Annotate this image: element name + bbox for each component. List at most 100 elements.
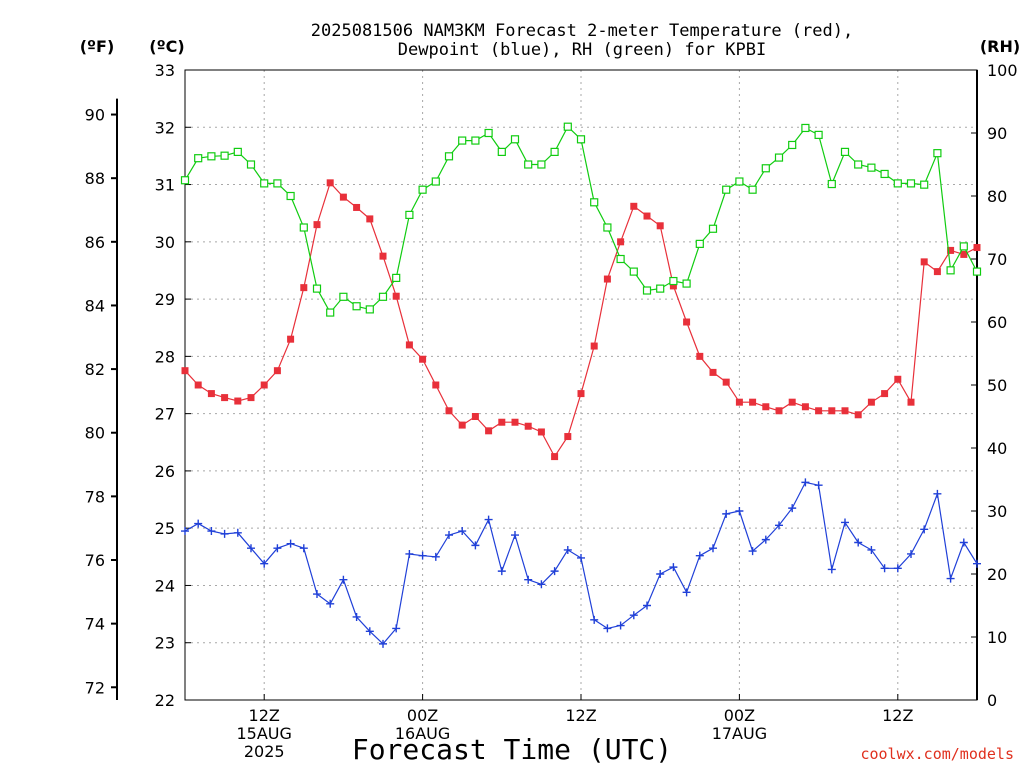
temperature-point (775, 407, 783, 415)
temperature-point (749, 398, 757, 406)
fahrenheit-tick-label: 86 (85, 233, 105, 252)
rh-point (933, 149, 942, 158)
fahrenheit-tick-label: 74 (85, 615, 105, 634)
dewpoint-point (616, 621, 625, 630)
rh-point (814, 130, 823, 139)
rh-tick-label: 20 (987, 565, 1007, 584)
temperature-point (287, 335, 295, 343)
rh-point (576, 135, 586, 144)
rh-point (708, 224, 718, 233)
temperature-point (379, 252, 387, 260)
temperature-point (683, 318, 691, 326)
dewpoint-point (550, 567, 559, 576)
temperature-point (947, 246, 955, 254)
x-tick-label: 2025 (244, 742, 285, 761)
temperature-series (181, 179, 981, 461)
dewpoint-point (682, 588, 691, 597)
temperature-point (181, 367, 189, 375)
rh-tick-label: 0 (987, 691, 997, 710)
dewpoint-point (299, 544, 308, 553)
rh-point (510, 135, 520, 144)
dewpoint-point (352, 612, 361, 621)
rh-point (550, 147, 559, 156)
temperature-point (313, 221, 321, 229)
rh-point (801, 123, 810, 133)
rh-point (827, 179, 836, 189)
dewpoint-point (643, 601, 651, 610)
rh-point (444, 152, 454, 161)
celsius-tick-label: 29 (155, 290, 175, 309)
rh-point (748, 185, 757, 194)
temperature-point (445, 407, 453, 415)
rh-point (352, 302, 361, 311)
temperature-point (577, 390, 585, 398)
temperature-point (801, 403, 809, 411)
temperature-point (234, 397, 242, 405)
dewpoint-point (445, 531, 453, 540)
dewpoint-point (946, 574, 955, 583)
x-tick-label: 15AUG (236, 724, 291, 743)
rh-point (299, 223, 308, 232)
rh-tick-label: 80 (987, 187, 1007, 206)
dewpoint-point (722, 509, 731, 518)
celsius-tick-label: 24 (155, 576, 175, 595)
rh-point (273, 179, 282, 188)
dewpoint-point (880, 564, 889, 573)
dewpoint-point (933, 489, 942, 498)
rh-point (880, 169, 889, 179)
rh-point (669, 276, 678, 286)
rh-tick-label: 100 (987, 61, 1018, 80)
celsius-tick-label: 25 (155, 519, 175, 538)
rh-point (497, 147, 506, 156)
dewpoint-point (365, 627, 374, 636)
rh-point (906, 179, 916, 188)
temperature-point (339, 193, 347, 201)
dewpoint-point (326, 599, 335, 608)
dewpoint-point (827, 565, 836, 574)
temperature-point (894, 375, 902, 383)
rh-point (854, 160, 863, 169)
rh-point (867, 163, 876, 172)
dewpoint-point (775, 521, 783, 530)
dewpoint-point (418, 551, 427, 560)
fahrenheit-unit-label: (ºF) (80, 37, 115, 56)
rh-point (484, 128, 493, 138)
temperature-point (617, 238, 625, 246)
rh-point (180, 176, 190, 185)
rh-point (590, 198, 599, 207)
temperature-point (722, 378, 730, 386)
fahrenheit-tick-label: 80 (85, 424, 105, 443)
temperature-point (854, 411, 862, 419)
temperature-point (511, 418, 519, 426)
temperature-point (590, 342, 598, 350)
rh-point (194, 154, 203, 163)
rh-point (563, 122, 572, 131)
celsius-tick-label: 26 (155, 462, 175, 481)
rh-point (378, 292, 388, 301)
celsius-tick-label: 33 (155, 61, 175, 80)
chart-title-line1: 2025081506 NAM3KM Forecast 2-meter Tempe… (311, 21, 853, 41)
temperature-point (551, 453, 559, 461)
temperature-point (194, 381, 202, 389)
dewpoint-point (801, 478, 810, 487)
dewpoint-point (695, 551, 704, 560)
rh-point (339, 292, 348, 301)
temperature-point (471, 413, 479, 420)
rh-point (246, 160, 256, 169)
x-tick-label: 12Z (882, 706, 913, 725)
rh-point (959, 242, 968, 251)
rh-point (405, 210, 414, 219)
x-tick-label: 00Z (724, 706, 755, 725)
temperature-point (221, 394, 229, 402)
x-tick-label: 17AUG (712, 724, 767, 743)
rh-tick-label: 60 (987, 313, 1007, 332)
temperature-point (537, 428, 545, 436)
dewpoint-point (392, 624, 401, 633)
dewpoint-point (207, 527, 216, 536)
temperature-point (326, 179, 334, 187)
celsius-tick-label: 23 (155, 634, 175, 653)
dewpoint-point (577, 553, 585, 562)
celsius-tick-label: 31 (155, 176, 175, 195)
rh-point (220, 151, 229, 160)
x-tick-label: 12Z (565, 706, 596, 725)
